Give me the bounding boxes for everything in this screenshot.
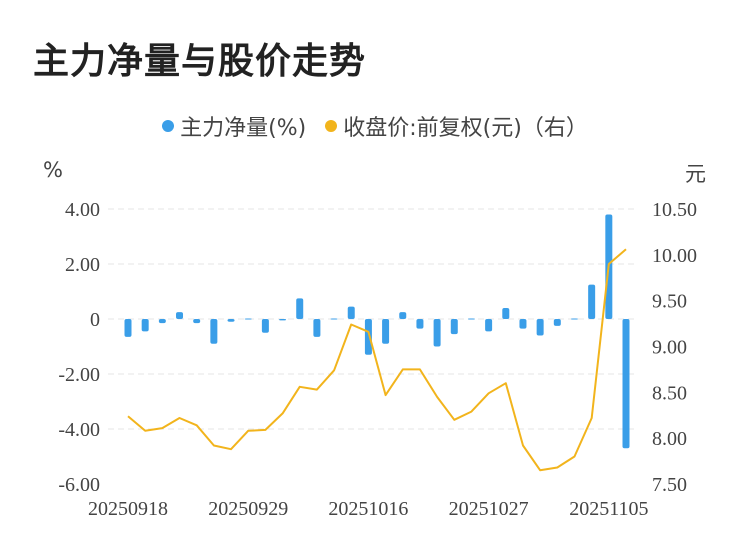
net-flow-bar [553, 319, 561, 326]
net-flow-bar [364, 319, 372, 355]
x-tick-label: 20251027 [449, 498, 529, 520]
x-tick-label: 20251016 [328, 498, 408, 520]
net-flow-bar [124, 319, 132, 337]
net-flow-bar [416, 319, 424, 329]
legend-item-close-price[interactable]: 收盘价:前复权(元)（右） [325, 110, 588, 142]
x-tick-label: 20250929 [208, 498, 288, 520]
net-flow-bar [279, 319, 287, 321]
right-tick-label: 10.00 [652, 245, 697, 267]
right-tick-label: 8.00 [652, 428, 687, 450]
right-tick-label: 8.50 [652, 382, 687, 404]
legend-label-close-price: 收盘价:前复权(元)（右） [343, 116, 588, 141]
right-tick-label: 10.50 [652, 199, 697, 221]
net-flow-bar [519, 319, 527, 329]
net-flow-bar [382, 319, 390, 344]
left-tick-label: 4.00 [65, 199, 100, 221]
net-flow-bar [227, 319, 235, 322]
net-flow-bar [588, 284, 596, 319]
net-flow-bar [210, 319, 218, 344]
legend-label-net-flow: 主力净量(%) [180, 116, 307, 141]
net-flow-bar [536, 319, 544, 336]
legend: 主力净量(%) 收盘价:前复权(元)（右） [0, 110, 750, 142]
left-axis-unit: % [43, 158, 63, 182]
page-title: 主力净量与股价走势 [33, 41, 367, 82]
right-tick-label: 7.50 [652, 474, 687, 496]
x-tick-label: 20250918 [88, 498, 168, 520]
left-tick-label: -4.00 [58, 419, 100, 441]
net-flow-bar [176, 312, 184, 319]
net-flow-bar [296, 298, 304, 319]
net-flow-bar [158, 319, 166, 324]
net-flow-bar [347, 306, 355, 319]
left-tick-label: -2.00 [58, 364, 100, 386]
legend-item-net-flow[interactable]: 主力净量(%) [162, 110, 306, 142]
net-flow-bar [433, 319, 441, 347]
right-axis-unit: 元 [685, 162, 706, 186]
x-tick-label: 20251105 [569, 498, 648, 520]
net-flow-bar [399, 312, 407, 319]
net-flow-bar [141, 319, 149, 332]
net-flow-bar [502, 308, 510, 319]
net-flow-bar [467, 318, 475, 320]
net-flow-bar [570, 318, 578, 320]
net-flow-bar [485, 319, 493, 332]
net-flow-bar [244, 318, 252, 320]
left-tick-label: 2.00 [65, 254, 100, 276]
net-flow-bar [622, 319, 630, 449]
net-flow-bar [313, 319, 321, 337]
net-flow-bar [261, 319, 269, 333]
net-flow-bar [193, 319, 201, 324]
net-flow-bar [450, 319, 458, 335]
right-tick-label: 9.00 [652, 337, 687, 359]
close-price-line [127, 248, 627, 472]
left-tick-label: 0 [90, 309, 100, 331]
right-tick-label: 9.50 [652, 291, 687, 313]
legend-dot-net-flow [162, 120, 175, 132]
legend-dot-close-price [325, 120, 338, 132]
left-tick-label: -6.00 [58, 474, 100, 496]
net-flow-bar [330, 318, 338, 320]
